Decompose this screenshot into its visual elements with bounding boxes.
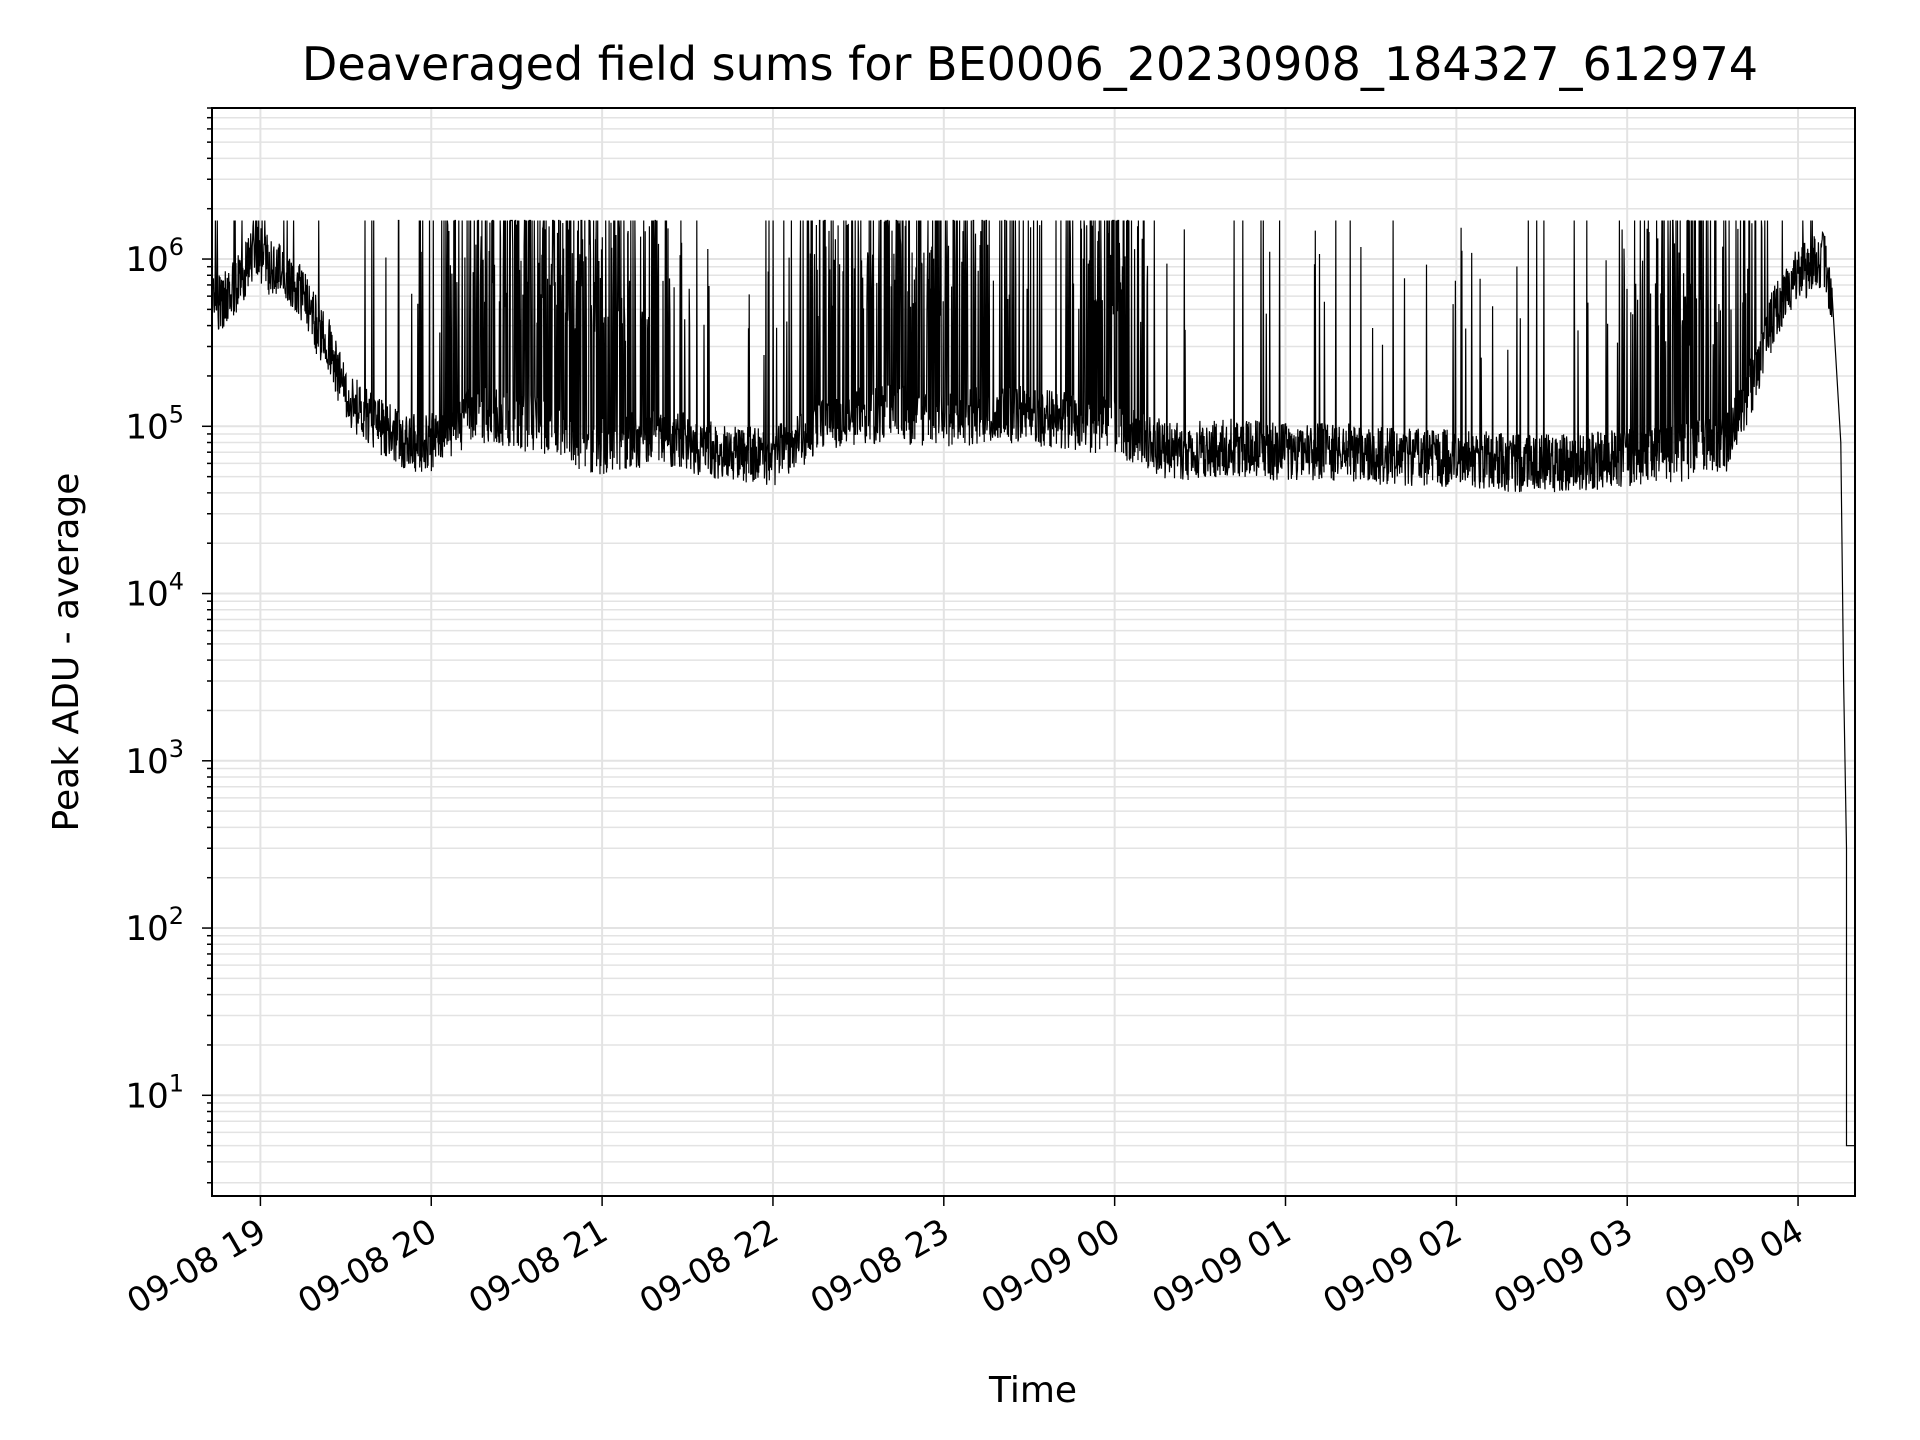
y-tick-label: 106 <box>125 233 184 280</box>
x-tick-label: 09-09 01 <box>1146 1211 1298 1322</box>
x-tick-label: 09-09 00 <box>975 1211 1127 1322</box>
y-tick-label: 102 <box>125 902 184 949</box>
chart-title: Deaveraged field sums for BE0006_2023090… <box>302 37 1758 91</box>
y-tick-label: 103 <box>125 735 184 782</box>
x-tick-label: 09-08 22 <box>633 1211 785 1322</box>
series-line <box>212 219 1855 1147</box>
x-axis-label: Time <box>988 1370 1077 1411</box>
x-tick-label: 09-08 19 <box>121 1211 273 1322</box>
x-axis: 09-08 19 09-08 20 09-08 21 09-08 22 09-08 23… <box>121 1196 1811 1322</box>
x-tick-label: 09-08 23 <box>804 1211 956 1322</box>
x-tick-label: 09-08 21 <box>462 1211 614 1322</box>
x-tick-label: 09-09 02 <box>1316 1211 1468 1322</box>
y-axis-label: Peak ADU - average <box>46 473 87 832</box>
grid <box>212 107 1855 1196</box>
x-tick-label: 09-09 04 <box>1658 1211 1810 1322</box>
plot-frame <box>211 107 1856 1197</box>
series-layer <box>211 219 1856 1147</box>
y-tick-label: 104 <box>125 568 184 615</box>
x-tick-label: 09-09 03 <box>1487 1211 1639 1322</box>
y-axis: 101 102 103 104 105 106 <box>125 107 212 1184</box>
y-tick-label: 105 <box>125 400 184 447</box>
y-tick-label: 101 <box>125 1069 184 1116</box>
x-tick-label: 09-08 20 <box>291 1211 443 1322</box>
